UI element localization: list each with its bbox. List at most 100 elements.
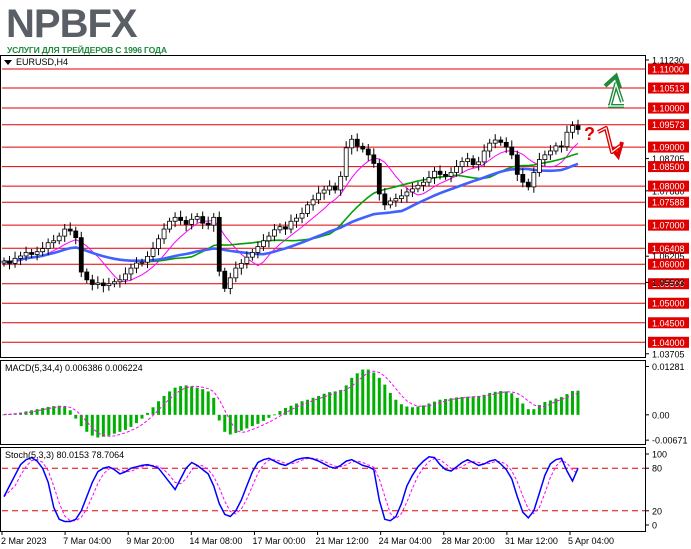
candle-bull: [349, 138, 355, 149]
macd-bar: [344, 385, 348, 415]
macd-bar: [576, 390, 580, 415]
candle-bull: [249, 252, 255, 258]
macd-bar: [245, 414, 249, 429]
candle-bear: [178, 216, 184, 221]
candle-bull: [45, 242, 51, 249]
macd-bar: [322, 393, 326, 415]
macd-bar: [90, 414, 94, 436]
candle-bear: [100, 282, 106, 287]
candle-bull: [34, 251, 40, 255]
time-tick-label: 9 Mar 20:00: [126, 536, 174, 546]
macd-bar: [85, 414, 89, 432]
candle-bull: [62, 228, 68, 237]
candle-bull: [305, 204, 310, 214]
candle-bull: [111, 281, 117, 285]
macd-bar: [112, 414, 116, 434]
candle-bear: [371, 154, 377, 164]
candle-bull: [12, 257, 18, 264]
macd-bar: [471, 396, 475, 415]
price-tick-label: 1.03705: [652, 349, 685, 359]
candle-bull: [238, 263, 244, 269]
candle-bull: [415, 184, 421, 190]
macd-bar: [559, 397, 563, 415]
candle-bear: [376, 163, 382, 195]
macd-bar: [261, 414, 265, 421]
macd-bar: [107, 414, 111, 436]
candle-bull: [294, 217, 299, 222]
macd-bar: [35, 409, 39, 415]
candle-bear: [575, 125, 581, 130]
macd-bar: [289, 405, 293, 415]
candlesticks: [1, 119, 581, 295]
macd-bar: [212, 397, 216, 415]
level-label: 1.05000: [652, 299, 685, 309]
level-label: 1.07588: [652, 198, 685, 208]
macd-bar: [433, 401, 436, 415]
candle-bear: [205, 222, 211, 226]
macd-histogram: [2, 369, 580, 438]
macd-bar: [543, 401, 547, 415]
bullish-scenario-arrow-icon: [603, 72, 624, 108]
macd-bar: [510, 393, 514, 415]
macd-tick-label: -0.00671: [652, 436, 688, 446]
macd-bar: [350, 377, 354, 415]
macd-bar: [455, 397, 459, 415]
candle-bull: [459, 161, 465, 167]
symbol-dropdown-icon[interactable]: [4, 60, 12, 65]
macd-bar: [328, 392, 332, 415]
candle-bull: [261, 240, 266, 248]
time-tick-label: 17 Mar 00:00: [252, 536, 305, 546]
level-label: 1.07000: [652, 221, 685, 231]
candle-bull: [542, 154, 548, 160]
candle-bull: [117, 279, 123, 283]
macd-bar: [151, 407, 155, 415]
level-label: 1.04500: [652, 318, 685, 328]
candle-bull: [398, 195, 404, 200]
candle-bear: [520, 173, 526, 183]
macd-bar: [421, 405, 425, 415]
candle-bear: [354, 138, 360, 147]
candle-bear: [84, 271, 90, 281]
macd-bar: [168, 391, 172, 415]
macd-bar: [366, 369, 370, 415]
macd-bar: [30, 410, 34, 415]
macd-bar: [57, 405, 61, 415]
macd-bar: [2, 414, 6, 416]
time-tick-label: 5 Apr 04:00: [568, 536, 614, 546]
macd-bar: [206, 391, 210, 415]
macd-bar: [295, 403, 299, 415]
macd-bar: [361, 369, 365, 415]
time-tick-label: 31 Mar 12:00: [505, 536, 558, 546]
macd-bar: [548, 400, 552, 415]
candle-bull: [172, 216, 178, 222]
candle-bear: [200, 216, 206, 224]
candle-bear: [183, 220, 189, 225]
level-label-bg: [648, 219, 689, 231]
candle-bull: [194, 216, 200, 220]
time-tick-label: 7 Mar 04:00: [63, 536, 111, 546]
macd-bar: [394, 399, 398, 415]
candle-bull: [531, 172, 537, 188]
macd-bar: [515, 397, 519, 415]
macd-bar: [190, 386, 194, 415]
candle-bull: [233, 267, 239, 279]
level-label: 1.09573: [652, 120, 685, 130]
candle-bull: [570, 125, 575, 133]
candle-bear: [525, 181, 531, 188]
macd-axis: 0.01281 0.00 -0.00671: [645, 362, 688, 446]
macd-bar: [234, 414, 238, 433]
macd-bar: [278, 411, 282, 415]
time-axis: 2 Mar 2023 7 Mar 04:00 9 Mar 20:00 14 Mar 0…: [1, 531, 614, 546]
logo-tagline: УСЛУГИ ДЛЯ ТРЕЙДЕРОВ С 1996 ГОДА: [7, 45, 167, 55]
macd-bar: [162, 395, 166, 415]
candle-bear: [67, 228, 73, 232]
macd-title: MACD(5,34,4) 0.006386 0.006224: [5, 363, 143, 373]
stoch-tick-label: 20: [652, 506, 662, 516]
level-label: 1.06408: [652, 244, 685, 254]
macd-tick-label: 0.01281: [652, 362, 685, 372]
macd-bar: [444, 398, 448, 415]
macd-bar: [146, 412, 149, 415]
candle-bull: [1, 260, 7, 264]
macd-bar: [372, 372, 376, 415]
macd-bar: [333, 391, 337, 415]
